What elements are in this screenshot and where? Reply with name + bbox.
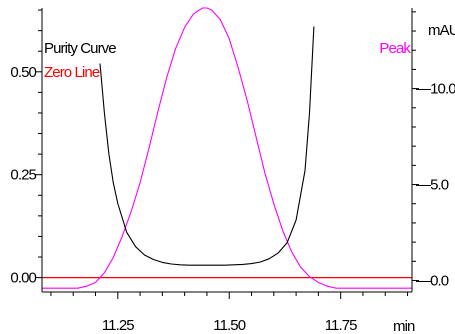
x-tick-label: 11.25	[102, 317, 134, 334]
x-tick-label: 11.75	[325, 317, 357, 334]
axes: 0.00 0.25 0.50 —0.0 —5.0 —10.0 11.25 11.50 11.75	[10, 8, 455, 334]
legend-purity-curve: Purity Curve	[44, 40, 116, 57]
y-right-tick-label: —0.0	[416, 272, 449, 289]
series-line-peak	[42, 7, 412, 289]
y-left-tick-label: 0.25	[10, 167, 36, 184]
x-tick-label: 11.50	[213, 317, 245, 334]
legend-peak: Peak	[379, 40, 411, 57]
legend-zero-line: Zero Line	[44, 64, 100, 81]
y-left-tick-label: 0.00	[10, 270, 36, 287]
y-right-tick-label: —5.0	[416, 177, 449, 194]
y-right-unit-label: mAU	[428, 22, 455, 39]
y-right-tick-label: —10.0	[416, 81, 455, 98]
plot-lines	[42, 7, 412, 289]
series-line-purity-curve	[99, 26, 315, 266]
labels: Purity Curve Zero Line Peak mAU min	[44, 22, 455, 334]
y-left-tick-label: 0.50	[10, 64, 36, 81]
x-unit-label: min	[393, 318, 415, 334]
